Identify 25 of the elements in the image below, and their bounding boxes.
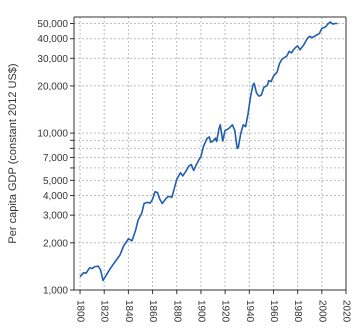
y-tick-label: 20,000 bbox=[37, 81, 68, 92]
y-tick-label: 2,000 bbox=[42, 238, 68, 250]
x-tick-label: 1860 bbox=[147, 300, 158, 323]
x-tick-label: 2020 bbox=[340, 300, 352, 323]
y-tick-label: 30,000 bbox=[37, 54, 68, 65]
y-tick-label: 50,000 bbox=[37, 19, 68, 30]
x-tick-label: 1940 bbox=[244, 300, 255, 323]
x-tick-label: 2000 bbox=[316, 300, 328, 323]
y-tick-label: 4,000 bbox=[42, 191, 68, 202]
y-tick-label: 1,000 bbox=[42, 286, 68, 297]
x-tick-label: 1900 bbox=[195, 300, 206, 323]
y-axis-title: Per capita GDP (constant 2012 US$) bbox=[6, 63, 19, 244]
y-tick-label: 7,000 bbox=[42, 152, 68, 164]
y-tick-label: 3,000 bbox=[42, 210, 68, 222]
y-tick-label: 5,000 bbox=[42, 176, 68, 187]
y-tick-label: 10,000 bbox=[37, 128, 68, 140]
x-tick-label: 1920 bbox=[220, 300, 231, 323]
x-tick-label: 1960 bbox=[268, 300, 279, 323]
x-tick-label: 1820 bbox=[98, 300, 110, 323]
x-tick-label: 1800 bbox=[74, 300, 86, 323]
line-series bbox=[79, 21, 338, 282]
x-tick-label: 1880 bbox=[171, 300, 182, 323]
x-tick-label: 1840 bbox=[122, 300, 134, 323]
x-tick-label: 1980 bbox=[292, 300, 304, 323]
y-tick-label: 40,000 bbox=[37, 34, 68, 46]
